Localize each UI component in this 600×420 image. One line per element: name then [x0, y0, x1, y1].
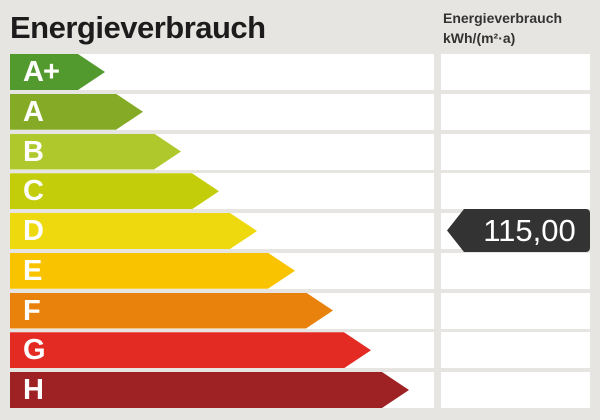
value-column-cell	[441, 54, 590, 90]
value-column-cell	[441, 252, 590, 289]
energy-class-letter: H	[23, 374, 43, 406]
energy-class-arrow-h: H	[10, 372, 409, 408]
unit-header-line2: kWh/(m²·a)	[443, 30, 516, 46]
energy-class-arrow-c: C	[10, 173, 219, 209]
energy-class-letter: C	[23, 175, 43, 208]
energy-class-letter: F	[23, 294, 40, 327]
unit-header-line1: Energieverbrauch	[443, 10, 563, 26]
value-column-cell	[441, 372, 590, 408]
unit-header: Energieverbrauch kWh/(m²·a)	[443, 8, 562, 48]
energy-class-arrow-f: F	[10, 293, 333, 329]
value-column-cell	[441, 292, 590, 329]
energy-class-arrow-d: D	[10, 213, 257, 249]
energy-class-letter: G	[23, 334, 45, 367]
energy-class-letter: E	[23, 254, 42, 287]
value-column-cell	[441, 133, 590, 170]
value-column-cell	[441, 93, 590, 130]
value-pointer-label: 115,00	[483, 212, 576, 248]
value-column-cell	[441, 332, 590, 369]
energy-class-arrow-e: E	[10, 253, 295, 289]
energy-class-arrow-b: B	[10, 134, 181, 170]
energy-class-letter: B	[23, 135, 43, 168]
value-column-cell	[441, 173, 590, 210]
energy-class-letter: D	[23, 215, 43, 247]
energy-class-letter: A	[23, 95, 43, 128]
value-pointer: 115,00	[447, 209, 590, 252]
energy-class-arrow-a: A	[10, 94, 143, 130]
energy-class-letter: A+	[23, 56, 59, 88]
page-title: Energieverbrauch	[10, 10, 266, 45]
energy-class-arrow-g: G	[10, 332, 371, 368]
